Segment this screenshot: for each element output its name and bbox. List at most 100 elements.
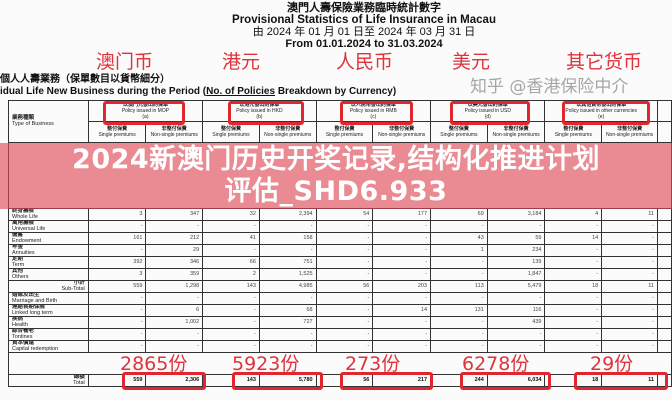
value-cell: - (202, 244, 260, 257)
value-cell: 1 (430, 244, 488, 257)
value-cell: - (544, 340, 603, 353)
nonsingle-en: Non-single premiums (605, 132, 654, 138)
date-range-english: From 01.01.2024 to 31.03.2024 (285, 38, 443, 50)
row-label: 萬用壽險 Universal Life (8, 220, 89, 233)
row-label: 年金 Annuities (8, 244, 89, 257)
value-cell: 4 (544, 208, 603, 221)
value-cell: - (601, 328, 658, 341)
row-label: 終身壽險 Whole Life (8, 208, 89, 221)
value-cell: - (601, 244, 658, 257)
total-highlight-box (574, 371, 668, 390)
value-cell: - (315, 232, 374, 245)
value-cell: - (544, 256, 603, 269)
value-cell: 43 (430, 232, 488, 245)
total-annotation: 2865份 (120, 352, 188, 375)
currency-highlight-box (228, 100, 304, 125)
value-cell: - (145, 292, 204, 305)
value-cell: 2 (202, 268, 260, 281)
currency-annotation: 美元 (452, 51, 491, 73)
value-cell: - (315, 292, 374, 305)
extra-column (656, 121, 672, 143)
value-cell: 41 (202, 232, 260, 245)
value-cell: - (258, 244, 317, 257)
value-cell: 56 (315, 280, 374, 293)
table-row: 小計 Sub-Total 559 1,298 143 4,985 56 203 113 5,479… (8, 280, 672, 293)
value-cell: - (430, 316, 488, 329)
value-cell: - (87, 304, 147, 317)
row-label-en: Tontines (12, 333, 33, 340)
value-cell: - (601, 256, 658, 269)
value-cell: 2,306 (145, 374, 204, 387)
value-cell: 6 (145, 304, 204, 317)
row-label: 連結長期保險 Linked long term (8, 304, 89, 317)
extra-column (656, 316, 672, 329)
row-label-cn: 儲蓄 (12, 232, 24, 238)
value-cell: 18 (544, 374, 603, 387)
row-label-cn: 連結長期保險 (12, 304, 46, 310)
currency-annotation: 其它货币 (566, 51, 643, 73)
title-chinese: 澳門人壽保險業務臨時統計數字 (287, 2, 441, 14)
extra-column (656, 280, 672, 293)
nonsingle-cn: 非整付保費 (389, 126, 415, 132)
nonsingle-premium-header: 非整付保費 Non-single premiums (372, 121, 432, 143)
value-cell: - (87, 292, 147, 305)
extra-column (656, 232, 672, 245)
value-cell: 116 (486, 304, 546, 317)
currency-annotation: 人民币 (336, 51, 394, 73)
value-cell: 14 (372, 304, 432, 317)
currency-cn: 以港元發出的保單 (239, 102, 280, 108)
section-title-post: Breakdown by Currency) (275, 86, 397, 97)
table-row: 疾病 Health -1,002-727- - -439- - (8, 316, 672, 329)
watermark: 知乎 @香港保险中介 (470, 77, 629, 97)
currency-en: Policy issued in MOP (121, 108, 170, 114)
value-cell: - (430, 292, 488, 305)
value-cell: - (544, 304, 603, 317)
extra-column (656, 208, 672, 221)
value-cell: - (372, 316, 432, 329)
extra-column (656, 328, 672, 341)
row-label: 婚嫁及出生 Marriage and Birth (8, 292, 89, 305)
value-cell: - (315, 256, 374, 269)
currency-en: Policy issued in other currencies (565, 108, 638, 114)
currency-cn: 以人民幣發出的保單 (350, 102, 396, 108)
value-cell: - (87, 220, 147, 233)
table-row: 定期 Term 392 346 66 751- - -139- - (8, 256, 672, 269)
currency-highlight-box (562, 100, 650, 125)
title-overlay-band (0, 142, 672, 209)
table-row: 資本償還 Capital redemption - - - - - - - - - - (8, 340, 672, 353)
value-cell: 2,394 (258, 208, 317, 221)
currency-code: (a) (142, 114, 149, 120)
value-cell: - (486, 328, 546, 341)
value-cell: 131 (430, 304, 488, 317)
nonsingle-premium-header: 非整付保費 Non-single premiums (486, 121, 546, 143)
value-cell: - (601, 292, 658, 305)
value-cell: - (87, 244, 147, 257)
row-label-en: Linked long term (12, 309, 53, 316)
value-cell: - (601, 304, 658, 317)
value-cell: 1,847 (486, 268, 546, 281)
value-cell: 158 (258, 232, 317, 245)
value-cell: - (372, 340, 432, 353)
value-cell: 3,184 (486, 208, 546, 221)
row-label: 其他 Others (8, 268, 89, 281)
extra-column (656, 256, 672, 269)
value-cell: - (315, 268, 374, 281)
nonsingle-en: Non-single premiums (492, 132, 540, 138)
value-cell: 6,034 (486, 374, 546, 387)
section-title-pre: idual Life New Business during the Perio… (0, 86, 207, 97)
overlay-title-line1: 2024新澳门历史开奖记录,结构化推进计划 (72, 143, 600, 175)
value-cell: 59 (486, 232, 546, 245)
value-cell: - (315, 340, 374, 353)
currency-en: Policy issued in HKD (236, 108, 283, 114)
row-label-cn: 綜合養老 (12, 328, 35, 334)
value-cell: - (372, 268, 432, 281)
nonsingle-cn: 非整付保費 (617, 126, 643, 132)
value-cell: - (258, 292, 317, 305)
single-cn: 整付保費 (107, 126, 128, 132)
nonsingle-cn: 非整付保費 (161, 126, 187, 132)
value-cell: 359 (145, 268, 204, 281)
currency-cn: 以澳門元發出的保單 (122, 102, 168, 108)
row-label-cn: 其他 (12, 268, 24, 274)
value-cell: - (315, 304, 374, 317)
value-cell: 14 (544, 232, 603, 245)
